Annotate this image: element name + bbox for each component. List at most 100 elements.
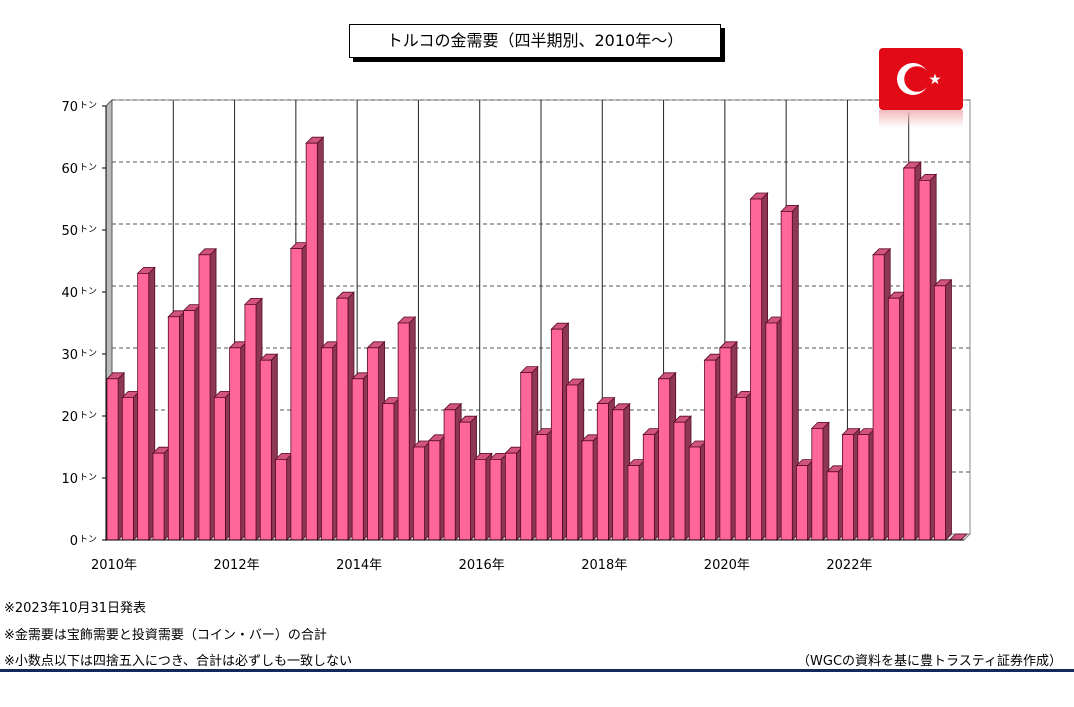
bar: [550, 322, 570, 541]
bar: [734, 390, 754, 541]
bottom-divider: [0, 669, 1074, 672]
bar: [366, 340, 386, 541]
bar: [780, 204, 800, 541]
y-tick-unit: トン: [79, 349, 97, 359]
y-tick-unit: トン: [79, 101, 97, 111]
bar: [121, 390, 141, 541]
bar-face: [137, 272, 150, 541]
bar: [243, 297, 263, 541]
bar-face: [244, 303, 257, 541]
bar-face: [351, 378, 364, 541]
bar: [259, 353, 279, 541]
bar: [703, 353, 723, 541]
y-tick-unit: トン: [79, 225, 97, 235]
bar: [841, 427, 861, 541]
bar-face: [642, 434, 655, 541]
y-tick-label: 50: [61, 224, 78, 239]
bar-face: [336, 297, 349, 541]
bar: [642, 427, 662, 541]
bar: [887, 291, 907, 541]
bar-face: [719, 347, 732, 541]
bar-face: [198, 254, 211, 541]
bar: [672, 415, 692, 541]
bar-face: [458, 421, 471, 541]
bar-face: [474, 458, 487, 541]
x-tick-label: 2022年: [826, 558, 872, 573]
bar: [182, 303, 202, 541]
bar-face: [504, 452, 517, 541]
bar-face: [428, 440, 441, 541]
bar: [381, 396, 401, 541]
bar-face: [566, 384, 579, 541]
bar: [519, 365, 539, 541]
bar-face: [796, 465, 808, 541]
bar-face: [734, 396, 747, 541]
bar: [856, 427, 876, 541]
bar: [335, 291, 355, 541]
y-tick-label: 60: [61, 162, 78, 177]
bar-face: [413, 446, 425, 541]
bar: [351, 371, 371, 541]
bar: [749, 192, 769, 541]
bar: [136, 266, 156, 541]
x-tick-label: 2020年: [704, 558, 750, 573]
bar: [320, 340, 340, 541]
turkey-flag-icon: [879, 48, 963, 110]
note-definition: ※金需要は宝飾需要と投資需要（コイン・バー）の合計: [4, 628, 327, 643]
bar: [826, 464, 846, 541]
bar: [933, 278, 953, 541]
bar-face: [290, 248, 303, 541]
bar: [167, 309, 187, 541]
bar: [213, 390, 233, 541]
bar-side: [945, 278, 952, 541]
bar: [289, 241, 309, 541]
x-tick-label: 2012年: [214, 558, 260, 573]
x-axis: 2010年 2012年 2014年 2016年 2018年 2020年 2022年: [91, 539, 964, 573]
bar-face: [581, 440, 594, 541]
bar-face: [321, 347, 334, 541]
bar-face: [933, 285, 946, 541]
y-tick-label: 20: [61, 410, 78, 425]
bar: [657, 371, 677, 541]
bar-face: [259, 359, 272, 541]
bar-face: [397, 322, 410, 541]
bar-face: [367, 347, 379, 541]
y-tick-unit: トン: [79, 535, 97, 545]
bar: [305, 136, 325, 541]
bar-face: [443, 409, 456, 541]
bar: [443, 402, 463, 541]
bar: [489, 452, 509, 541]
y-tick-unit: トン: [79, 163, 97, 173]
bar: [106, 371, 126, 541]
bar: [718, 340, 738, 541]
bar-face: [811, 427, 824, 541]
bar-face: [152, 452, 165, 541]
bar-face: [229, 347, 242, 541]
bar-face: [167, 316, 180, 541]
bar-face: [213, 396, 226, 541]
bar-face: [489, 458, 502, 541]
bar-face: [658, 378, 671, 541]
bar-face: [535, 434, 548, 541]
bar: [427, 433, 447, 541]
bar-face: [750, 198, 763, 541]
bar-face: [627, 465, 640, 541]
x-tick-label: 2010年: [91, 558, 137, 573]
bar: [397, 316, 417, 541]
y-tick-unit: トン: [79, 473, 97, 483]
bar: [810, 421, 830, 541]
x-tick-label: 2016年: [459, 558, 505, 573]
bar: [535, 427, 555, 541]
y-tick-label: 0: [70, 534, 78, 549]
bar: [626, 458, 647, 541]
bar: [565, 378, 585, 541]
bar-face: [780, 210, 793, 541]
bar-face: [918, 179, 931, 541]
y-tick-unit: トン: [79, 411, 97, 421]
bar-face: [857, 434, 870, 541]
bar: [473, 452, 493, 541]
y-tick-label: 10: [61, 472, 78, 487]
bar-face: [826, 471, 839, 541]
bar: [274, 452, 294, 541]
